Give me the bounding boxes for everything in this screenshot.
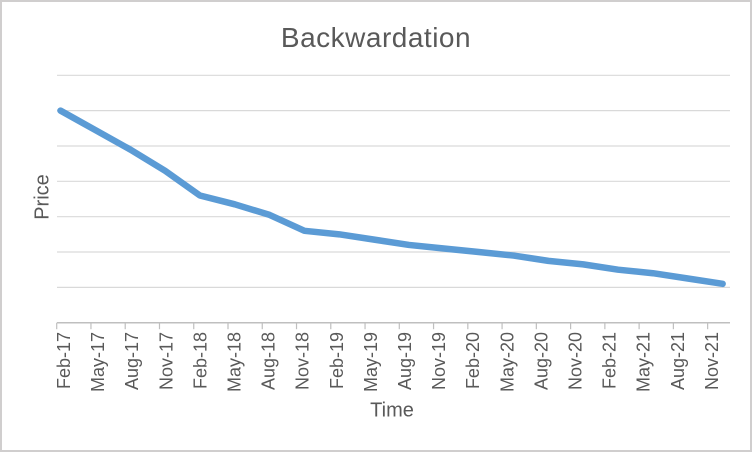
x-tick-label: Feb-21 — [600, 332, 620, 389]
x-tick-label: Nov-19 — [429, 332, 449, 390]
x-tick-label: Nov-21 — [702, 332, 722, 390]
x-tick-label: Feb-18 — [190, 332, 210, 389]
y-axis-title: Price — [31, 174, 54, 220]
x-tick-label: Aug-21 — [668, 332, 688, 390]
x-tick-label: Aug-17 — [122, 332, 142, 390]
x-tick-label: Aug-20 — [531, 332, 551, 390]
x-tick-label: Feb-19 — [327, 332, 347, 389]
x-tick-label: May-21 — [634, 332, 654, 392]
x-tick-label: Nov-20 — [566, 332, 586, 390]
x-tick-label: Feb-17 — [54, 332, 74, 389]
x-tick-label: Nov-17 — [156, 332, 176, 390]
chart-title: Backwardation — [280, 22, 472, 53]
x-tick-label: May-17 — [88, 332, 108, 392]
x-tick-label: Aug-18 — [259, 332, 279, 390]
x-tick-label: May-18 — [225, 332, 245, 392]
x-tick-label: May-19 — [361, 332, 381, 392]
x-axis-title: Time — [370, 399, 414, 422]
x-tick-label: Nov-18 — [293, 332, 313, 390]
x-tick-label: Aug-19 — [395, 332, 415, 390]
price-series-line — [57, 107, 726, 288]
x-tick-label: May-20 — [497, 332, 517, 392]
x-tick-label: Feb-20 — [463, 332, 483, 389]
